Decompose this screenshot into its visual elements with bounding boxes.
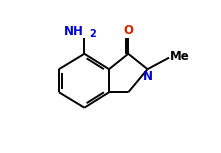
Text: 2: 2 — [89, 29, 96, 39]
Text: Me: Me — [170, 50, 190, 63]
Text: O: O — [123, 24, 133, 37]
Text: N: N — [143, 70, 152, 83]
Text: NH: NH — [64, 25, 84, 38]
